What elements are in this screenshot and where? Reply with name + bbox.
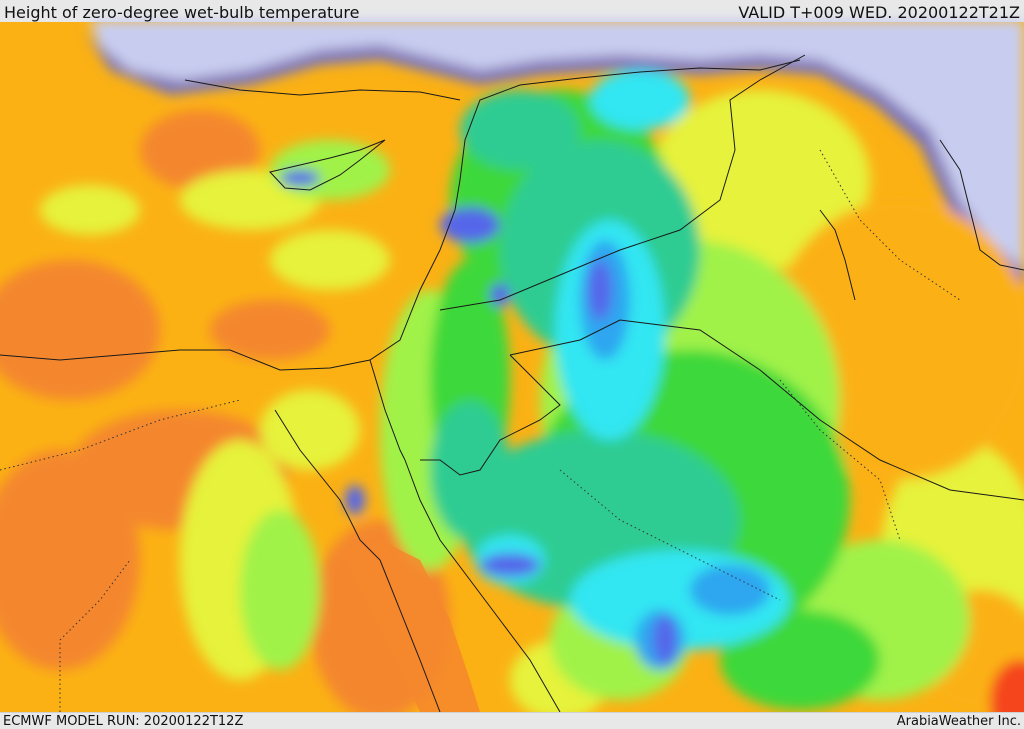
border-line [439,54,806,311]
colder-patch [460,90,580,170]
province-boundaries [0,149,961,712]
extreme-cold-patch [345,485,365,515]
coastline [274,409,441,713]
warm-patch [210,300,330,360]
mild-patch [40,185,140,235]
sea-area-north [90,20,1024,270]
cool-patch [270,140,390,200]
extreme-cold-patch [653,615,677,665]
cool-patch [240,510,320,670]
mild-patch [650,90,870,270]
border-line [369,359,406,461]
coastline-layer [0,54,1024,713]
coldest-patch [590,70,690,130]
extreme-cold-patch [280,170,320,186]
mild-patch [260,390,360,470]
coastline [184,79,461,101]
coastline [939,139,1024,271]
warm-patch [0,450,140,670]
province-boundary [0,399,241,471]
extreme-cold-patch [480,553,540,577]
warm-patch [0,260,160,400]
province-boundary [779,379,901,541]
colder-patch [430,400,510,540]
border-line [509,319,1024,501]
valid-time-label: VALID T+009 WED. 20200122T21Z [738,3,1020,22]
warm-patch [140,110,260,190]
border-line [420,354,561,476]
province-boundary [559,469,781,601]
coastline [0,59,801,371]
very-cold-patch [690,565,770,615]
credit-label: ArabiaWeather Inc. [896,714,1021,729]
cyprus-outline [269,139,386,191]
hot-patch [990,660,1024,729]
model-run-label: ECMWF MODEL RUN: 20200122T12Z [3,714,244,729]
map-title: Height of zero-degree wet-bulb temperatu… [4,3,360,22]
extreme-cold-patch [490,283,510,307]
red-sea-area [340,540,480,712]
cold-patch [720,610,880,710]
coastline [819,209,856,301]
province-boundary [819,149,961,301]
province-boundary [59,559,131,712]
coastline [404,459,561,713]
extreme-cold-patch [440,207,500,243]
footer-bar: ECMWF MODEL RUN: 20200122T12Z ArabiaWeat… [0,712,1024,729]
mild-patch [270,230,390,290]
extreme-cold-patch [588,260,612,320]
